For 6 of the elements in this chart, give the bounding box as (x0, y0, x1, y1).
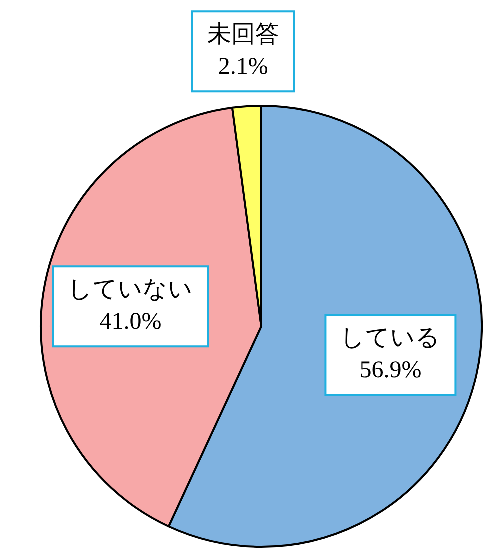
data-label: 2.1% (218, 54, 268, 80)
slice-label: 未回答 (207, 22, 280, 48)
slice-label: していない (68, 276, 194, 303)
data-label: 41.0% (100, 308, 162, 335)
slice-label: している (340, 325, 441, 352)
data-label: 56.9% (360, 357, 422, 384)
